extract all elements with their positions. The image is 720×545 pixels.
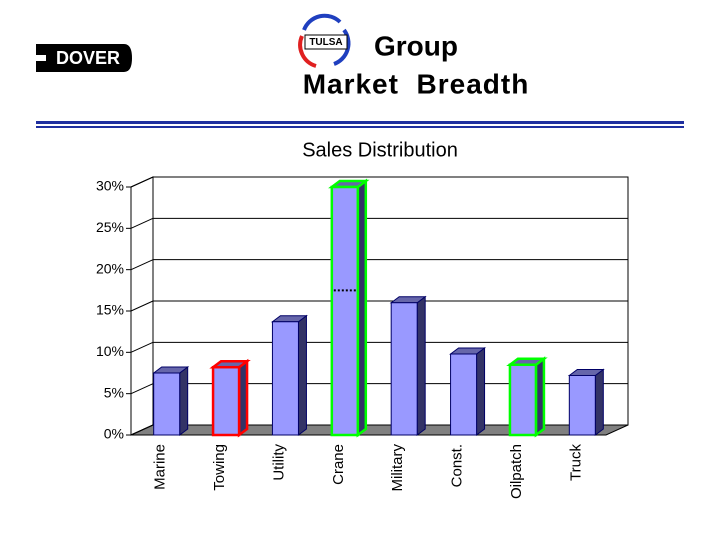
floor (130, 424, 629, 436)
bar-side (416, 295, 426, 436)
y-tick-label: 25% (96, 219, 124, 235)
bar-side (297, 314, 307, 436)
chart: 0% 5% 10% 15% 20% 25% 30% Marine Towing Utility Cr… (96, 176, 629, 499)
x-tick-label: Oilpatch (508, 444, 525, 499)
bar-side (594, 368, 604, 436)
y-tick-label: 0% (104, 426, 124, 442)
x-tick-label: Military (389, 444, 406, 492)
y-tick-label: 30% (96, 178, 124, 194)
rule (36, 126, 684, 128)
bar (153, 372, 181, 436)
grid-line (130, 383, 154, 395)
bar (211, 365, 241, 437)
y-tick-label: 10% (96, 343, 124, 359)
x-tick-label: Crane (330, 444, 347, 485)
grid-line (130, 176, 154, 188)
bar (271, 321, 299, 436)
grid-line (130, 300, 154, 312)
badge-text: TULSA (309, 37, 342, 48)
title-line: Market Breadth (303, 68, 530, 99)
bar (450, 353, 478, 436)
bar (390, 302, 418, 436)
grid-line (130, 341, 154, 353)
grid-line (130, 424, 154, 436)
grid-line (130, 217, 154, 229)
y-tick-label: 15% (96, 302, 124, 318)
y-tick-label: 20% (96, 260, 124, 276)
bar (508, 363, 538, 437)
x-tick-label: Marine (152, 444, 169, 490)
grid-line (130, 259, 154, 271)
rule (36, 121, 684, 124)
x-tick-label: Truck (567, 444, 584, 481)
bar (568, 374, 596, 436)
bar (330, 185, 360, 437)
bar-side (179, 366, 189, 436)
x-tick-label: Towing (211, 444, 228, 491)
tulsa-logo: TULSA (298, 13, 351, 68)
y-tick-label: 5% (104, 384, 124, 400)
x-tick-label: Const. (449, 444, 466, 487)
logo-text: DOVER (56, 48, 120, 68)
title-line: Group (374, 30, 458, 61)
chart-title: Sales Distribution (302, 139, 458, 161)
bar-side (476, 346, 486, 436)
dover-logo: DOVER (36, 44, 132, 72)
x-tick-label: Utility (270, 444, 287, 481)
